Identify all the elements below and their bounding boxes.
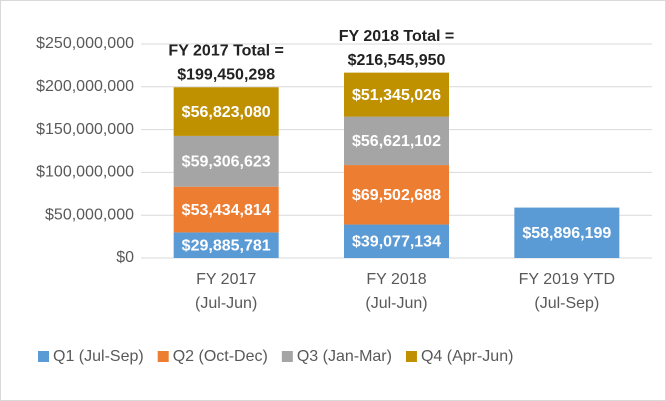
legend-label: Q3 (Jan-Mar) [297,348,392,365]
value-label: $58,896,199 [522,225,611,242]
x-tick-label: FY 2018 [366,271,426,288]
value-label: $29,885,781 [182,237,271,254]
value-label: $53,434,814 [182,202,271,219]
y-tick-label: $250,000,000 [36,35,134,52]
value-label: $56,621,102 [352,133,441,150]
total-annotation: FY 2018 Total = [339,28,454,45]
value-label: $56,823,080 [182,104,271,121]
total-annotation: $216,545,950 [348,52,446,69]
total-annotation: $199,450,298 [177,66,275,83]
bar-segment [514,207,620,258]
x-tick-label: (Jul-Jun) [365,295,427,312]
bar-segment [173,186,279,233]
bar-segment [344,72,449,117]
bar-segment [173,135,279,187]
value-label: $39,077,134 [352,233,441,250]
legend-swatch [157,351,169,362]
x-tick-label: (Jul-Jun) [195,295,257,312]
legend-swatch [281,351,293,362]
y-tick-label: $100,000,000 [36,164,134,181]
legend-label: Q4 (Apr-Jun) [421,348,513,365]
y-tick-label: $50,000,000 [45,206,134,223]
value-label: $51,345,026 [352,87,441,104]
legend-swatch [38,351,49,362]
legend-label: Q1 (Jul-Sep) [53,348,144,365]
bar-segment [344,165,449,225]
y-tick-label: $0 [116,249,134,266]
bar-segment [344,116,449,166]
legend-swatch [405,351,417,362]
bar-segment [173,87,279,136]
x-tick-label: FY 2017 [196,271,256,288]
value-label: $59,306,623 [182,154,271,171]
x-tick-label: (Jul-Sep) [534,295,599,312]
y-tick-label: $150,000,000 [36,121,134,138]
legend-label: Q2 (Oct-Dec) [173,348,268,365]
y-tick-label: $200,000,000 [36,78,134,95]
total-annotation: FY 2017 Total = [168,42,283,59]
x-tick-label: FY 2019 YTD [519,271,615,288]
value-label: $69,502,688 [352,187,441,204]
bar-segment [173,232,279,258]
bar-segment [344,224,449,258]
